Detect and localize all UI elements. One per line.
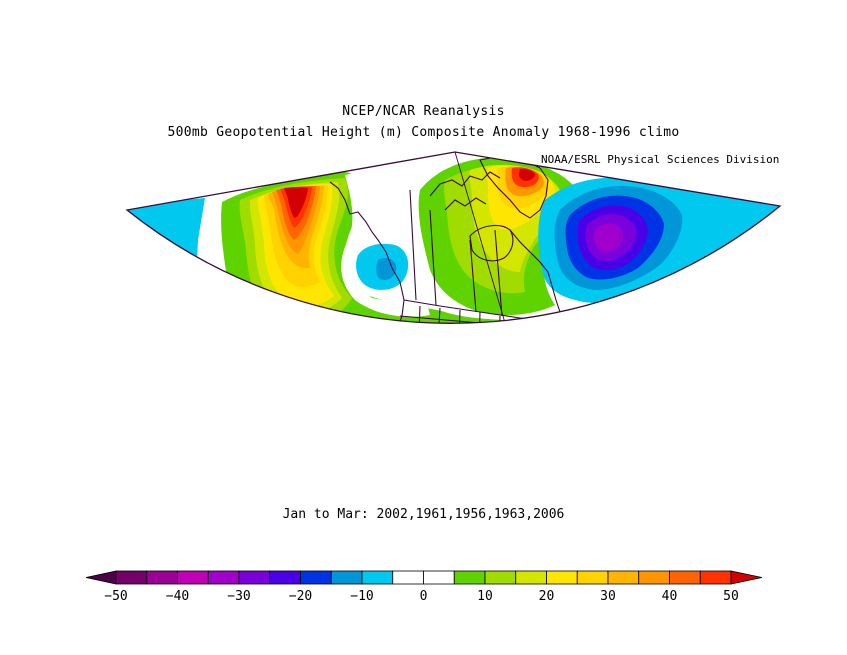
colorbar-tick-label: 0 [420,589,428,604]
colorbar-cell [607,570,640,585]
colorbar-tick-label: −20 [289,589,312,604]
colorbar-cell [546,570,578,585]
colorbar-tick-label: 10 [477,589,493,604]
colorbar-tick-label: −30 [227,589,250,604]
colorbar-cell [300,570,332,585]
coastline-west [379,251,521,324]
colorbar-cell [453,570,486,585]
colorbar-cell [207,570,240,585]
colorbar-arrow-high [730,570,763,585]
colorbar-tick-label: −10 [350,589,373,604]
colorbar-cell [638,570,670,585]
colorbar-tick-label: −40 [166,589,189,604]
colorbar-labels: −50 −40 −30 −20 −10 0 10 20 30 40 50 [104,589,739,604]
colorbar-cells [85,570,763,585]
chart-subtitle: 500mb Geopotential Height (m) Composite … [167,125,680,140]
chart-title: NCEP/NCAR Reanalysis [342,104,505,119]
colorbar-cell [146,570,178,585]
colorbar-cell [392,570,424,585]
coastline-labrador [509,229,563,324]
colorbar-tick-label: 30 [600,589,616,604]
colorbar-cell [576,570,609,585]
colorbar-cell [423,570,455,585]
anomaly-dark-red-north [519,168,535,181]
colorbar-cell [484,570,517,585]
colorbar-tick-label: 20 [539,589,555,604]
coastline-arctic-islands [429,171,501,211]
anomaly-dark-red [284,187,308,218]
colorbar-cell [669,570,701,585]
colorbar-cell [177,570,209,585]
colorbar-arrow-low [85,570,117,585]
map-frame [125,151,782,324]
colorbar-cell [330,570,363,585]
colorbar-cell [238,570,271,585]
anomaly-atlantic-magenta [593,223,623,253]
anomaly-negative-canada-core [376,257,397,280]
coastline-alaska [329,181,387,253]
colorbar-cell [361,570,394,585]
colorbar-tick-label: 50 [723,589,739,604]
coastline-hudson-bay [469,224,514,262]
colorbar-tick-label: −50 [104,589,127,604]
province-lines [409,189,503,317]
colorbar-cell [515,570,547,585]
composite-years-label: Jan to Mar: 2002,1961,1956,1963,2006 [282,507,565,522]
colorbar-cell [269,570,301,585]
colorbar-cell [115,570,148,585]
credit-label: NOAA/ESRL Physical Sciences Division [541,153,780,166]
meridian-line [454,152,549,324]
colorbar-tick-label: 40 [662,589,678,604]
colorbar-cell [699,570,732,585]
